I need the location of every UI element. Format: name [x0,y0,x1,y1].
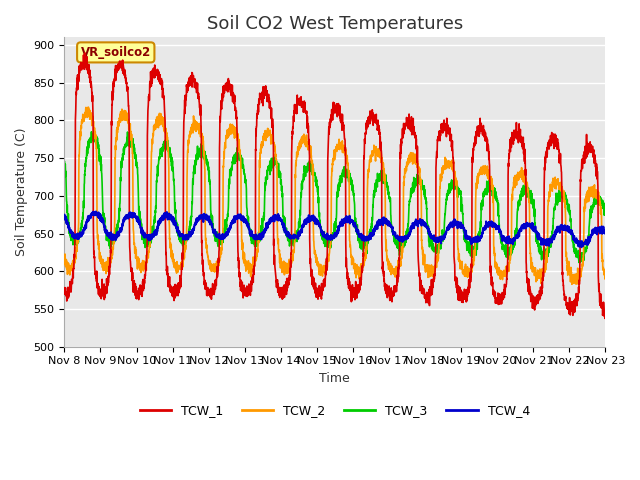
Title: Soil CO2 West Temperatures: Soil CO2 West Temperatures [207,15,463,33]
Legend: TCW_1, TCW_2, TCW_3, TCW_4: TCW_1, TCW_2, TCW_3, TCW_4 [135,399,535,422]
Text: VR_soilco2: VR_soilco2 [81,46,151,59]
X-axis label: Time: Time [319,372,350,385]
Y-axis label: Soil Temperature (C): Soil Temperature (C) [15,128,28,256]
